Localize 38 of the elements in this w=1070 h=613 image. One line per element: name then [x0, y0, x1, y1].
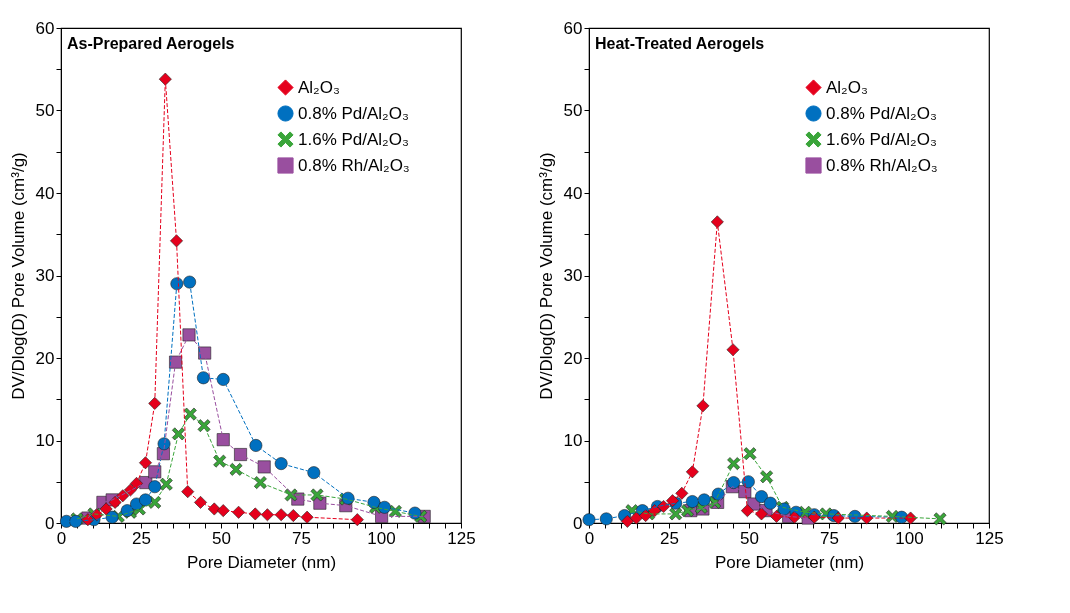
x-tick-label: 25 — [660, 528, 679, 548]
y-tick-label: 30 — [563, 266, 583, 285]
x-tick-label: 75 — [820, 528, 839, 548]
y-tick-label: 20 — [563, 348, 583, 368]
y-tick-label: 60 — [35, 18, 55, 38]
x-tick-label: 100 — [895, 528, 924, 548]
y-tick-label: 40 — [35, 183, 55, 203]
x-axis-title: Pore Diameter (nm) — [186, 552, 337, 572]
x-tick-label: 100 — [367, 528, 396, 548]
y-tick-label: 0 — [45, 513, 55, 533]
legend-label: 1.6% Pd/Al₂O₃ — [298, 129, 409, 149]
legend-label: 1.6% Pd/Al₂O₃ — [826, 129, 937, 149]
chart-title: As-Prepared Aerogels — [67, 35, 235, 52]
y-tick-label: 0 — [573, 513, 583, 533]
legend-label: Al₂O₃ — [298, 77, 340, 97]
x-tick-label: 75 — [292, 528, 311, 548]
y-tick-label: 50 — [563, 101, 583, 120]
legend-label: 0.8% Rh/Al₂O₃ — [826, 155, 938, 175]
x-tick-label: 50 — [212, 528, 231, 548]
y-tick-label: 30 — [35, 266, 55, 285]
y-tick-label: 40 — [563, 183, 583, 203]
legend-label: 0.8% Rh/Al₂O₃ — [298, 155, 410, 175]
y-tick-label: 10 — [35, 431, 55, 450]
y-tick-label: 60 — [563, 18, 583, 38]
y-axis-title: DV/Dlog(D) Pore Volume (cm³/g) — [8, 152, 28, 400]
x-axis-title: Pore Diameter (nm) — [714, 552, 865, 572]
y-tick-label: 10 — [563, 431, 583, 450]
y-tick-label: 20 — [35, 348, 55, 368]
x-tick-label: 25 — [132, 528, 151, 548]
x-tick-label: 125 — [447, 528, 476, 548]
legend-label: 0.8% Pd/Al₂O₃ — [298, 103, 409, 123]
y-tick-label: 50 — [35, 101, 55, 120]
chart-title: Heat-Treated Aerogels — [595, 35, 765, 52]
y-axis-title: DV/Dlog(D) Pore Volume (cm³/g) — [536, 152, 556, 400]
x-tick-label: 125 — [975, 528, 1004, 548]
legend-label: Al₂O₃ — [826, 77, 868, 97]
x-tick-label: 50 — [740, 528, 759, 548]
legend-label: 0.8% Pd/Al₂O₃ — [826, 103, 937, 123]
